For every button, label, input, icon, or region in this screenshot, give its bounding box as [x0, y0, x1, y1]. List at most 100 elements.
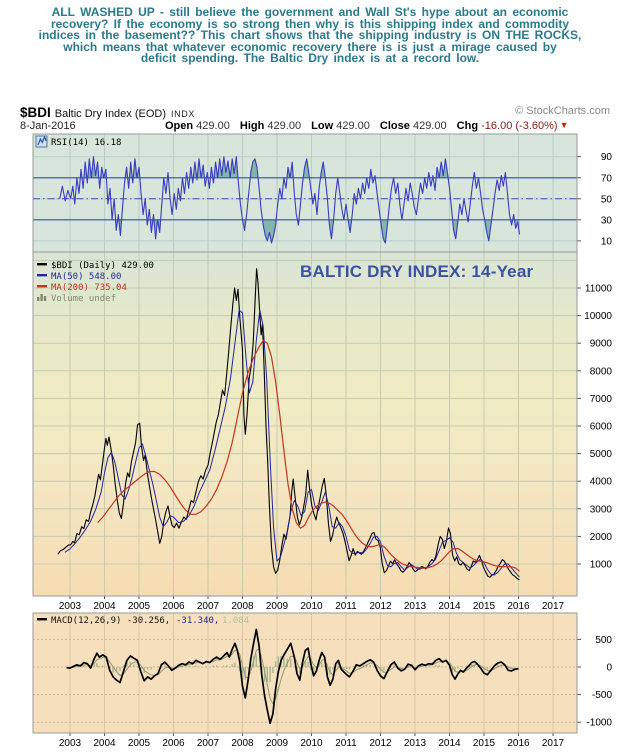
y-tick-label: 10 [601, 236, 613, 247]
macd-hist-value: 1.084 [222, 616, 249, 626]
down-arrow-icon: ▼ [559, 120, 569, 130]
macd-swatch [37, 618, 47, 621]
x-tick-label: 2009 [266, 738, 289, 749]
x-tick-label: 2010 [300, 601, 323, 612]
macd-line [66, 628, 519, 725]
y-tick-label: 6000 [590, 422, 613, 433]
annotation-text: ALL WASHED UP - still believe the govern… [8, 5, 612, 66]
x-tick-label: 2005 [128, 738, 151, 749]
macd-panel-border [32, 612, 578, 734]
y-tick-label: 0 [606, 663, 612, 674]
ma200-swatch [37, 285, 47, 288]
volume-icon [37, 294, 47, 301]
gridlines [33, 134, 577, 733]
ma50-line [64, 309, 520, 577]
y-tick-label: 50 [601, 194, 613, 205]
price-legend: $BDI (Daily) 429.00 MA(50) 548.00 MA(200… [37, 261, 154, 304]
rsi-legend: RSI(14) 16.18 [35, 135, 121, 148]
x-tick-label: 2004 [93, 601, 116, 612]
annotation-line: ALL WASHED UP - still believe the govern… [51, 5, 569, 19]
y-tick-label: 30 [601, 215, 613, 226]
bdi-swatch [37, 263, 47, 266]
x-tick-label: 2006 [162, 738, 185, 749]
y-tick-label: 1000 [590, 560, 613, 571]
x-tick-label: 2017 [542, 601, 565, 612]
macd-legend-label: MACD(12,26,9) -30.256, [51, 616, 170, 626]
quote-row: Open 429.00 High 429.00 Low 429.00 Close… [165, 120, 568, 132]
symbol-name: Baltic Dry Index (EOD) [54, 108, 167, 120]
x-tick-label: 2017 [542, 738, 565, 749]
x-tick-label: 2011 [335, 601, 357, 612]
y-tick-label: 90 [601, 152, 613, 163]
annotation-line: indices in the basement?? This chart sho… [38, 28, 582, 43]
x-tick-label: 2013 [404, 738, 427, 749]
x-tick-label: 2006 [162, 601, 185, 612]
open-label: Open [165, 120, 194, 132]
y-tick-label: -1000 [586, 718, 612, 729]
close-value: 429.00 [412, 120, 447, 132]
open-value: 429.00 [196, 120, 230, 132]
x-tick-label: 2010 [300, 738, 323, 749]
x-tick-label: 2009 [266, 601, 289, 612]
y-tick-label: 8000 [590, 366, 613, 377]
annotation-line: deficit spending. The Baltic Dry index i… [140, 51, 480, 66]
y-tick-label: -500 [592, 690, 612, 701]
high-value: 429.00 [267, 120, 302, 132]
axis-labels: 9070503010110001000090008000700060005000… [59, 152, 613, 749]
ma50-legend-label: MA(50) 548.00 [51, 272, 121, 282]
annotation-line: which means that whatever economic recov… [63, 39, 557, 54]
chg-label: Chg [456, 120, 479, 132]
rsi-legend-label: RSI(14) 16.18 [51, 138, 121, 148]
x-tick-label: 2015 [473, 738, 496, 749]
x-tick-label: 2003 [59, 601, 82, 612]
x-tick-label: 2013 [404, 601, 427, 612]
symbol: $BDI [20, 105, 51, 120]
y-tick-label: 2000 [590, 532, 613, 543]
chg-value: -16.00 (-3.60%) [481, 120, 558, 132]
chart-header: $BDI Baltic Dry Index (EOD) INDX [20, 104, 195, 122]
x-tick-label: 2004 [93, 738, 116, 749]
stockcharts-credit: © StockCharts.com [515, 105, 610, 117]
y-tick-label: 500 [595, 635, 612, 646]
y-tick-label: 3000 [590, 504, 613, 515]
bdi-legend-label: $BDI (Daily) 429.00 [51, 261, 154, 271]
close-label: Close [379, 120, 410, 132]
x-tick-label: 2011 [335, 738, 357, 749]
macd-legend: MACD(12,26,9) -30.256, -31.340, 1.084 [37, 616, 249, 626]
macd-panel [33, 613, 577, 733]
price-panel [33, 252, 577, 596]
x-tick-label: 2008 [231, 601, 254, 612]
y-tick-label: 7000 [590, 394, 613, 405]
series-lines [33, 156, 577, 725]
x-tick-label: 2007 [197, 738, 220, 749]
price-panel-border [32, 251, 578, 597]
y-tick-label: 5000 [590, 449, 613, 460]
y-tick-label: 10000 [584, 311, 612, 322]
rsi-line [59, 156, 521, 244]
x-tick-label: 2016 [507, 601, 530, 612]
x-tick-label: 2012 [369, 601, 392, 612]
quote-date: 8-Jan-2016 [20, 120, 76, 132]
chart-title: BALTIC DRY INDEX: 14-Year [300, 262, 533, 281]
macd-signal-value: -31.340, [176, 616, 219, 626]
y-tick-label: 11000 [585, 284, 613, 295]
x-tick-label: 2003 [59, 738, 82, 749]
symbol-exchange: INDX [171, 109, 195, 119]
y-tick-label: 4000 [590, 477, 613, 488]
volume-legend-label: Volume undef [51, 294, 116, 304]
x-tick-label: 2014 [438, 738, 461, 749]
ma200-legend-label: MA(200) 735.04 [51, 283, 127, 293]
high-label: High [239, 120, 265, 132]
x-tick-label: 2014 [438, 601, 461, 612]
low-value: 429.00 [336, 120, 370, 132]
x-tick-label: 2016 [507, 738, 530, 749]
y-tick-label: 70 [601, 173, 613, 184]
y-tick-label: 9000 [590, 339, 613, 350]
x-tick-label: 2015 [473, 601, 496, 612]
ma50-swatch [37, 274, 47, 277]
low-label: Low [311, 120, 334, 132]
x-tick-label: 2012 [369, 738, 392, 749]
annotation-line: recovery? If the economy is so strong th… [50, 16, 570, 31]
